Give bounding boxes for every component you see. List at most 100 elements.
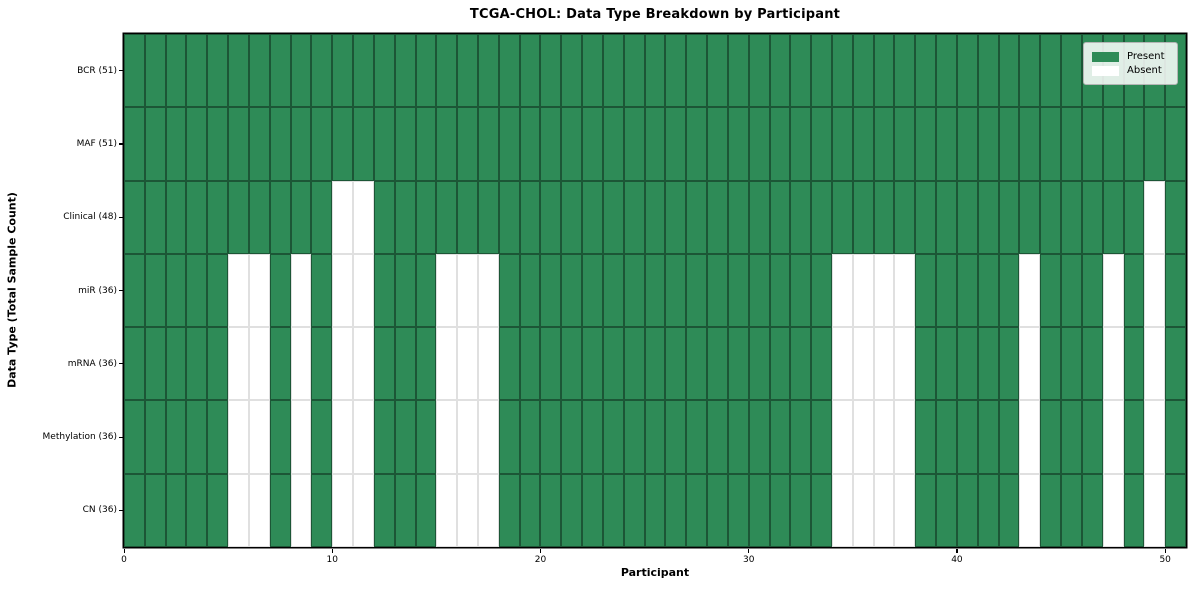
y-tick-mark: [119, 509, 124, 512]
heatmap-cell-present: [603, 400, 624, 474]
heatmap-cell-present: [582, 181, 603, 254]
heatmap-cell-absent: [353, 474, 374, 547]
heatmap-cell-present: [728, 34, 749, 107]
legend: Present Absent: [1083, 42, 1178, 85]
heatmap-cell-present: [811, 34, 832, 107]
heatmap-cell-present: [540, 34, 561, 107]
heatmap-cell-present: [1061, 400, 1082, 474]
heatmap-cell-present: [603, 254, 624, 327]
heatmap-cell-present: [790, 400, 811, 474]
heatmap-cell-present: [665, 400, 686, 474]
heatmap-cell-present: [311, 181, 332, 254]
heatmap-cell-absent: [353, 181, 374, 254]
heatmap-cell-present: [207, 34, 228, 107]
heatmap-cell-present: [436, 181, 457, 254]
heatmap-cell-absent: [228, 400, 249, 474]
heatmap-cell-present: [707, 107, 728, 181]
heatmap-cell-present: [166, 474, 186, 547]
heatmap-cell-absent: [249, 254, 270, 327]
heatmap-cell-absent: [478, 254, 499, 327]
heatmap-cell-present: [249, 181, 270, 254]
heatmap-cell-present: [374, 34, 395, 107]
heatmap-cell-present: [145, 327, 166, 400]
heatmap-cell-present: [894, 181, 915, 254]
heatmap-cell-present: [416, 181, 436, 254]
heatmap-cell-present: [686, 181, 707, 254]
heatmap-cell-absent: [332, 327, 353, 400]
heatmap-cell-present: [520, 400, 540, 474]
heatmap-cell-present: [749, 254, 770, 327]
heatmap-cell-present: [145, 474, 166, 547]
heatmap-cell-present: [1103, 107, 1124, 181]
heatmap-cell-present: [582, 34, 603, 107]
heatmap-cell-present: [936, 107, 957, 181]
heatmap-cell-present: [686, 474, 707, 547]
heatmap-cell-present: [540, 474, 561, 547]
heatmap-cell-present: [811, 254, 832, 327]
heatmap-cell-present: [1061, 254, 1082, 327]
heatmap-cell-present: [1061, 34, 1082, 107]
heatmap-cell-present: [1124, 474, 1144, 547]
x-tick-mark: [956, 548, 958, 553]
heatmap-cell-present: [1124, 107, 1144, 181]
legend-entry: Present: [1092, 50, 1169, 63]
heatmap-cell-present: [770, 181, 790, 254]
heatmap-cell-present: [374, 107, 395, 181]
heatmap-cell-present: [811, 181, 832, 254]
heatmap-cell-present: [166, 254, 186, 327]
heatmap-cell-present: [853, 181, 874, 254]
heatmap-cell-present: [1040, 254, 1061, 327]
heatmap-cell-present: [1144, 107, 1165, 181]
heatmap-cell-present: [1124, 400, 1144, 474]
heatmap-cell-present: [499, 34, 520, 107]
chart-title: TCGA-CHOL: Data Type Breakdown by Partic…: [469, 7, 841, 22]
heatmap-cell-present: [978, 254, 999, 327]
heatmap-cell-present: [1124, 254, 1144, 327]
heatmap-cell-present: [582, 327, 603, 400]
heatmap-cell-present: [770, 254, 790, 327]
heatmap-cell-present: [270, 254, 291, 327]
heatmap-cell-absent: [894, 327, 915, 400]
heatmap-cell-present: [811, 327, 832, 400]
y-tick-mark: [119, 143, 124, 145]
heatmap-cell-present: [936, 400, 957, 474]
heatmap-cell-present: [416, 327, 436, 400]
heatmap-cell-present: [665, 254, 686, 327]
legend-entry: Absent: [1092, 64, 1169, 77]
heatmap-cell-present: [540, 254, 561, 327]
x-tick-mark: [123, 548, 125, 553]
heatmap-cell-present: [1061, 327, 1082, 400]
heatmap-cell-present: [707, 327, 728, 400]
x-tick-mark: [1164, 548, 1166, 553]
heatmap-cell-absent: [478, 400, 499, 474]
heatmap-cell-present: [374, 327, 395, 400]
heatmap-cell-present: [1061, 474, 1082, 547]
heatmap-cell-present: [999, 474, 1019, 547]
x-tick-mark: [748, 548, 750, 553]
heatmap-cell-present: [186, 474, 207, 547]
heatmap-cell-present: [228, 107, 249, 181]
heatmap-cell-present: [124, 400, 145, 474]
heatmap-cell-present: [686, 400, 707, 474]
heatmap-cell-absent: [353, 400, 374, 474]
heatmap-cell-absent: [874, 474, 894, 547]
heatmap-cell-present: [645, 107, 665, 181]
heatmap-cell-present: [540, 400, 561, 474]
heatmap-cell-present: [915, 254, 936, 327]
heatmap-cell-present: [332, 107, 353, 181]
heatmap-cell-present: [915, 34, 936, 107]
heatmap-cell-present: [1040, 107, 1061, 181]
heatmap-cell-present: [1019, 34, 1040, 107]
y-tick-label: Clinical (48): [63, 212, 117, 223]
heatmap-cell-present: [1082, 327, 1103, 400]
heatmap-cell-present: [520, 107, 540, 181]
y-tick-label: miR (36): [78, 285, 117, 296]
heatmap-cell-absent: [436, 327, 457, 400]
heatmap-cell-absent: [1144, 400, 1165, 474]
heatmap-cell-present: [207, 327, 228, 400]
heatmap-cell-present: [395, 181, 416, 254]
heatmap-cell-present: [749, 474, 770, 547]
heatmap-cell-present: [395, 34, 416, 107]
heatmap-plot-area: [124, 34, 1186, 547]
heatmap-cell-present: [416, 474, 436, 547]
